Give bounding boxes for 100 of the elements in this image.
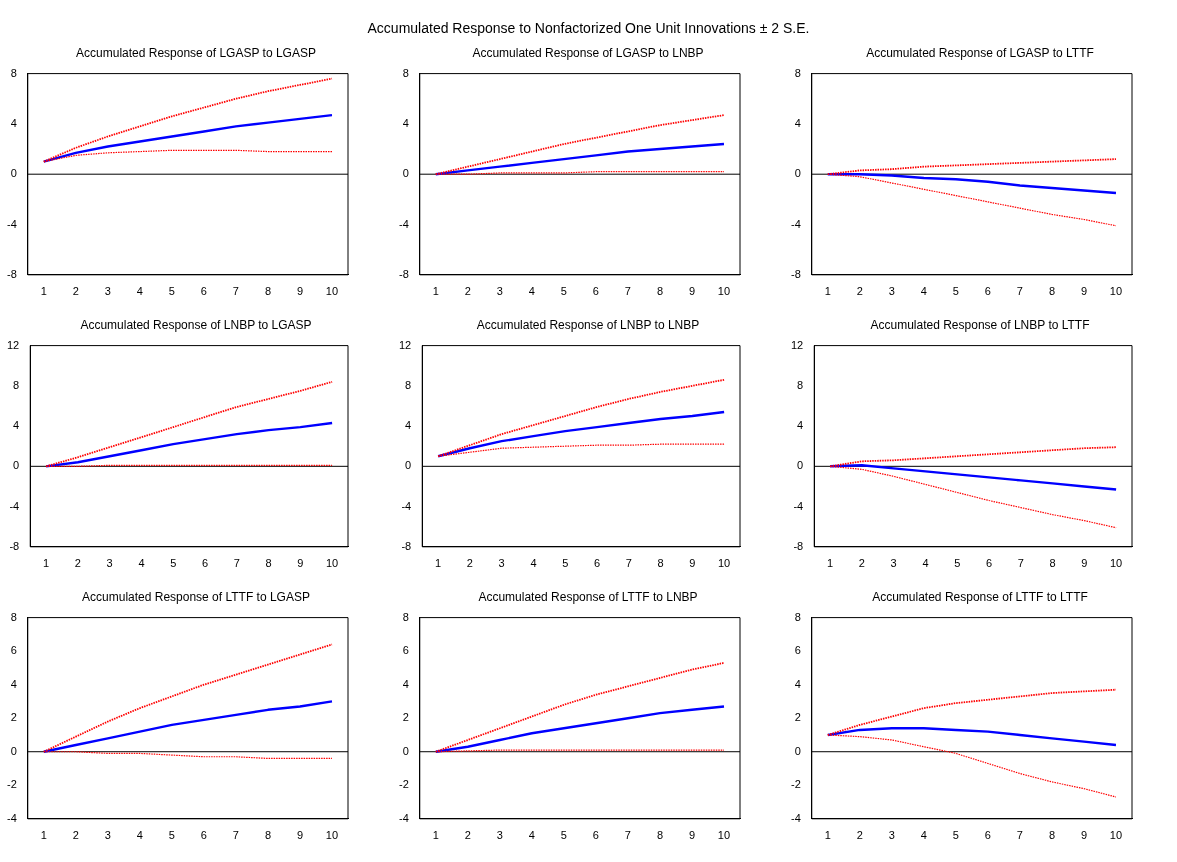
x-tick-label: 4: [528, 829, 535, 842]
y-tick-label: 8: [794, 610, 801, 623]
y-tick-label: -4: [7, 217, 17, 230]
x-tick-label: 9: [1081, 557, 1088, 570]
y-tick-label: -8: [7, 267, 17, 280]
x-tick-label: 7: [1017, 557, 1024, 570]
x-tick-label: 10: [717, 557, 731, 570]
y-tick-label: -4: [399, 217, 409, 230]
x-tick-label: 5: [168, 285, 175, 298]
x-tick-label: 8: [656, 829, 664, 842]
y-tick-label: -8: [791, 267, 801, 280]
x-tick-label: 5: [560, 285, 567, 298]
x-tick-label: 7: [232, 285, 239, 298]
y-tick-label: -4: [791, 811, 801, 824]
text: Accumulated Response to Nonfactorized One Unit Innovations ± 2 S.E.: [366, 19, 811, 38]
y-tick-label: -8: [399, 267, 409, 280]
x-tick-label: 1: [824, 829, 831, 842]
x-tick-label: 3: [498, 557, 505, 570]
x-tick-label: 3: [890, 557, 897, 570]
y-tick-label: 6: [402, 644, 409, 657]
y-tick-label: -2: [399, 778, 409, 791]
chart-title: Accumulated Response of LTTF to LTTF: [871, 589, 1089, 606]
y-tick-label: -4: [7, 811, 17, 824]
x-tick-label: 8: [264, 285, 272, 298]
x-tick-label: 1: [432, 829, 439, 842]
x-tick-label: 2: [856, 285, 863, 298]
y-tick-label: -4: [401, 499, 412, 512]
x-tick-label: 9: [297, 557, 304, 570]
x-tick-label: 5: [952, 285, 959, 298]
chart-title: Accumulated Response of LNBP to LNBP: [475, 317, 701, 334]
x-tick-label: 7: [624, 829, 631, 842]
x-tick-label: 1: [40, 285, 47, 298]
y-tick-label: 8: [402, 610, 409, 623]
y-tick-label: 4: [13, 419, 20, 432]
y-tick-label: -2: [791, 778, 801, 791]
x-tick-label: 8: [1048, 285, 1056, 298]
x-tick-label: 2: [72, 829, 79, 842]
y-tick-label: 12: [790, 338, 804, 351]
y-tick-label: 8: [405, 378, 412, 391]
y-tick-label: 8: [13, 378, 20, 391]
y-tick-label: 4: [402, 677, 409, 690]
x-tick-label: 8: [656, 285, 664, 298]
x-tick-label: 4: [530, 557, 537, 570]
x-tick-label: 7: [624, 285, 631, 298]
x-tick-label: 4: [136, 829, 143, 842]
x-tick-label: 9: [296, 285, 304, 298]
y-tick-label: 6: [794, 644, 801, 657]
x-tick-label: 10: [1109, 285, 1123, 298]
x-tick-label: 6: [200, 285, 207, 298]
x-tick-label: 10: [717, 285, 731, 298]
x-tick-label: 4: [922, 557, 929, 570]
chart-title: Accumulated Response of LTTF to LNBP: [477, 589, 699, 606]
y-tick-label: -4: [791, 217, 801, 230]
x-tick-label: 5: [560, 829, 567, 842]
y-tick-label: -8: [401, 539, 412, 552]
x-tick-label: 9: [1080, 285, 1088, 298]
x-tick-label: 8: [657, 557, 664, 570]
x-tick-label: 10: [717, 829, 731, 842]
x-tick-label: 4: [138, 557, 145, 570]
y-tick-label: -8: [793, 539, 804, 552]
x-tick-label: 3: [104, 285, 111, 298]
x-tick-label: 2: [464, 829, 471, 842]
y-tick-label: 6: [10, 644, 17, 657]
chart-title: Accumulated Response of LNBP to LTTF: [869, 317, 1091, 334]
x-tick-label: 1: [435, 557, 442, 570]
x-tick-label: 7: [1016, 829, 1023, 842]
y-tick-label: -2: [7, 778, 17, 791]
x-tick-label: 3: [888, 829, 895, 842]
y-tick-label: 12: [398, 338, 412, 351]
x-tick-label: 10: [325, 829, 339, 842]
x-tick-label: 9: [688, 829, 696, 842]
x-tick-label: 7: [1016, 285, 1023, 298]
x-tick-label: 9: [688, 285, 696, 298]
y-tick-label: 12: [6, 338, 20, 351]
x-tick-label: 3: [888, 285, 895, 298]
chart-title: Accumulated Response of LGASP to LNBP: [471, 45, 705, 62]
x-tick-label: 5: [168, 829, 175, 842]
x-tick-label: 8: [1048, 829, 1056, 842]
y-tick-label: 0: [402, 167, 409, 180]
x-tick-label: 2: [856, 829, 863, 842]
x-tick-label: 9: [1080, 829, 1088, 842]
x-tick-label: 6: [984, 829, 991, 842]
y-tick-label: -8: [9, 539, 20, 552]
y-tick-label: 2: [10, 711, 17, 724]
x-tick-label: 7: [233, 557, 240, 570]
x-tick-label: 10: [325, 285, 339, 298]
y-tick-label: 2: [402, 711, 409, 724]
y-tick-label: 4: [10, 116, 17, 129]
y-tick-label: 4: [794, 116, 801, 129]
x-tick-label: 2: [858, 557, 865, 570]
y-tick-label: -4: [399, 811, 409, 824]
chart-title: Accumulated Response of LTTF to LGASP: [81, 589, 311, 606]
x-tick-label: 6: [592, 285, 599, 298]
chart-title: Accumulated Response of LGASP to LGASP: [75, 45, 317, 62]
y-tick-label: 8: [10, 66, 17, 79]
y-tick-label: 4: [794, 677, 801, 690]
x-tick-label: 8: [1049, 557, 1056, 570]
y-tick-label: 0: [10, 744, 17, 757]
x-tick-label: 3: [496, 829, 503, 842]
x-tick-label: 9: [689, 557, 696, 570]
